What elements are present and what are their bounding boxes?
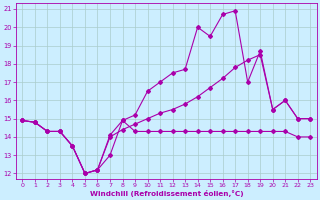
X-axis label: Windchill (Refroidissement éolien,°C): Windchill (Refroidissement éolien,°C) [90, 190, 243, 197]
